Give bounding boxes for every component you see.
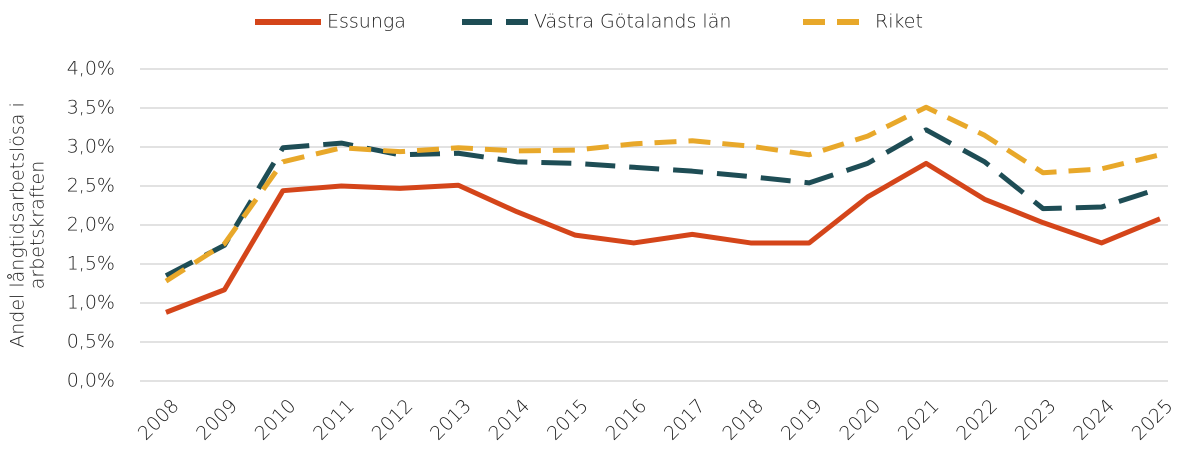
y-axis-label: arbetskraften [27, 161, 49, 290]
x-tick-label: 2012 [368, 395, 418, 445]
legend-item: Essunga [255, 11, 406, 33]
legend-item: Västra Götalands län [462, 11, 731, 33]
legend-label: Riket [875, 11, 923, 33]
y-tick-label: 2,0% [67, 214, 115, 236]
x-tick-label: 2008 [134, 395, 184, 445]
y-tick-label: 1,5% [67, 253, 115, 275]
y-tick-label: 2,5% [67, 175, 115, 197]
y-tick-label: 4,0% [67, 58, 115, 80]
x-tick-label: 2019 [777, 395, 827, 445]
legend-item: Riket [803, 11, 923, 33]
x-tick-label: 2022 [952, 395, 1002, 445]
x-tick-label: 2018 [718, 395, 768, 445]
series-line [164, 104, 1161, 284]
legend-label: Essunga [327, 11, 406, 33]
y-tick-label: 0,0% [67, 370, 115, 392]
x-tick-label: 2015 [543, 395, 593, 445]
y-axis-label: Andel långtidsarbetslösa i [7, 102, 29, 347]
series-line [165, 160, 1161, 315]
x-tick-label: 2024 [1069, 395, 1119, 445]
legend-label: Västra Götalands län [534, 11, 731, 33]
x-tick-label: 2020 [835, 395, 885, 445]
x-tick-label: 2014 [484, 395, 534, 445]
y-tick-label: 3,0% [67, 136, 115, 158]
x-tick-label: 2013 [426, 395, 476, 445]
y-tick-label: 1,0% [67, 292, 115, 314]
x-tick-label: 2016 [601, 395, 651, 445]
y-tick-label: 3,5% [67, 97, 115, 119]
x-tick-label: 2025 [1128, 395, 1178, 445]
y-tick-label: 0,5% [67, 331, 115, 353]
x-tick-label: 2010 [251, 395, 301, 445]
x-tick-label: 2017 [660, 395, 710, 445]
x-tick-label: 2011 [309, 395, 359, 445]
series-line [164, 127, 1161, 278]
x-tick-label: 2021 [894, 395, 944, 445]
x-tick-label: 2023 [1011, 395, 1061, 445]
x-tick-label: 2009 [192, 395, 242, 445]
